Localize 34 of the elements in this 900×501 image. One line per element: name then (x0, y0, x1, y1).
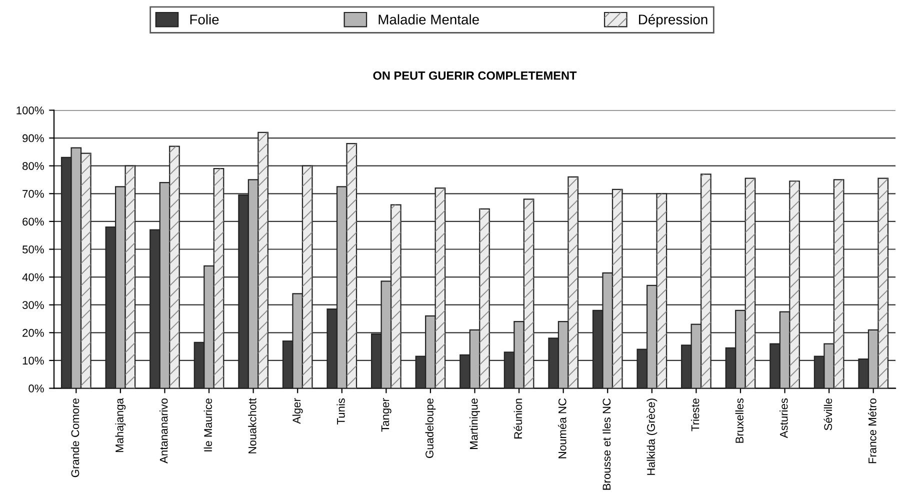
y-tick-label: 60% (22, 218, 44, 226)
x-tick-label: Réunion (514, 398, 522, 438)
x-tick-label: Nouméa NC (558, 398, 566, 458)
x-tick-label: Tunis (336, 398, 345, 424)
y-tick-label: 0% (28, 384, 44, 392)
y-tick-label: 70% (22, 190, 44, 198)
x-tick-label: Asturies (780, 398, 788, 438)
y-tick-label: 80% (22, 162, 44, 170)
y-tick-label: 100% (16, 106, 44, 114)
y-tick-label: 30% (22, 301, 44, 309)
x-tick-label: Tanger (381, 398, 392, 432)
x-tick-label: Brousse et Iles NC (602, 398, 611, 490)
y-tick-label: 20% (22, 328, 44, 337)
x-tick-label: Alger (292, 398, 303, 424)
x-tick-label: Antananarivo (160, 398, 168, 464)
y-tick-label: 90% (22, 134, 44, 142)
x-tick-label: Trieste (691, 398, 700, 432)
y-tick-label: 40% (22, 273, 44, 282)
y-tick-label: 50% (22, 246, 44, 254)
x-tick-label: Martinique (470, 398, 480, 449)
x-tick-label: Mahajanga (115, 398, 126, 452)
x-tick-label: Ile Maurice (204, 398, 212, 452)
x-tick-label: France Métro (868, 398, 876, 464)
legend-label: Maladie Mentale (378, 14, 479, 24)
x-tick-label: Halkida (Grèce) (646, 398, 658, 475)
x-tick-label: Nouakchott (248, 398, 256, 454)
legend-label: Dépression (639, 14, 708, 28)
x-tick-label: Grande Comore (70, 398, 80, 478)
x-tick-label: Séville (824, 398, 832, 430)
x-tick-label: Bruxelles (735, 398, 744, 443)
y-tick-label: 10% (22, 356, 44, 365)
x-tick-label: Guadeloupe (425, 398, 436, 458)
chart-title: ON PEUT GUERIR COMPLETEMENT (373, 71, 577, 80)
legend-label: Folie (190, 14, 219, 24)
